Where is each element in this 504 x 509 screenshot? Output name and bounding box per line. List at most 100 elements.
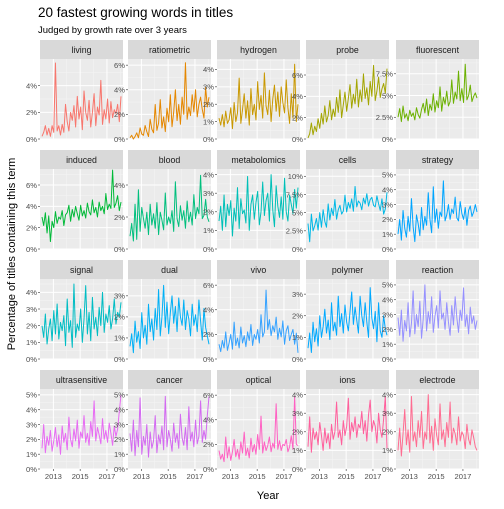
y-tick-label: 3% — [26, 420, 37, 429]
facet-panel — [128, 169, 211, 249]
y-tick-label: 6% — [203, 391, 214, 400]
series-line-vivo — [218, 289, 299, 353]
facet-strip — [40, 150, 123, 169]
facet-strip — [128, 150, 211, 169]
facet-strategy: strategy 0% 1% 2% 3% 4% 5% — [382, 150, 479, 254]
series-line-hydrogen — [218, 63, 299, 130]
y-tick-label: 4% — [292, 390, 303, 399]
series-line-probe — [307, 64, 388, 139]
y-tick-label: 5% — [26, 391, 37, 400]
y-tick-label: 0% — [26, 355, 37, 364]
x-tick-label: 2015 — [428, 472, 445, 481]
y-tick-label: 3% — [382, 200, 393, 209]
y-tick-label: 1% — [382, 340, 393, 349]
x-tick-label: 2013 — [311, 472, 328, 481]
facet-ultrasensitive: ultrasensitive 0% 1% 2% 3% 4% 5% 2013 2015 2017 — [26, 370, 123, 481]
y-tick-label: 2% — [114, 435, 125, 444]
y-tick-label: 0% — [203, 465, 214, 474]
facet-strip — [306, 150, 389, 169]
facet-panel — [396, 169, 479, 249]
x-tick-label: 2013 — [45, 472, 62, 481]
y-tick-label: 3% — [203, 189, 214, 198]
y-tick-label: 2% — [114, 213, 125, 222]
x-tick-label: 2017 — [364, 472, 381, 481]
series-line-metabolomics — [218, 174, 299, 237]
facet-strip-label: metabolomics — [231, 155, 286, 165]
facet-strip — [128, 40, 211, 59]
y-tick-label: 1% — [382, 230, 393, 239]
x-tick-label: 2013 — [401, 472, 418, 481]
y-tick-label: 4% — [382, 296, 393, 305]
x-tick-label: 2013 — [133, 472, 150, 481]
facet-strip — [217, 260, 300, 279]
facet-strip-label: electrode — [419, 375, 455, 385]
y-tick-label: 2% — [26, 223, 37, 232]
facet-strip-label: induced — [66, 155, 97, 165]
y-tick-label: 0% — [292, 245, 303, 254]
y-tick-label: 6% — [26, 181, 37, 190]
y-tick-label: 1% — [114, 334, 125, 343]
y-tick-label: 4% — [203, 306, 214, 315]
y-tick-label: 2% — [203, 100, 214, 109]
series-line-dual — [129, 284, 210, 354]
facet-ratiometric: ratiometric 0% 2% 4% 6% — [114, 40, 211, 144]
facet-strip-label: hydrogen — [240, 45, 277, 55]
facet-strip-label: signal — [70, 265, 93, 275]
facet-strip — [128, 260, 211, 279]
y-tick-label: 0% — [26, 465, 37, 474]
y-tick-label: 7.5% — [376, 70, 394, 79]
series-line-ultrasensitive — [41, 394, 122, 455]
facet-strip-label: ions — [339, 375, 356, 385]
facet-panel — [217, 279, 300, 359]
facet-strip-label: polymer — [332, 265, 363, 275]
x-tick-label: 2017 — [186, 472, 203, 481]
y-tick-label: 5% — [114, 391, 125, 400]
facet-blood: blood 0% 2% 4% — [114, 150, 211, 254]
y-tick-label: 2% — [382, 325, 393, 334]
facet-strip-label: probe — [336, 45, 359, 55]
y-tick-label: 0% — [292, 355, 303, 364]
series-line-optical — [218, 395, 299, 463]
y-tick-label: 0% — [382, 355, 393, 364]
y-tick-label: 0% — [203, 245, 214, 254]
y-tick-label: 2% — [203, 208, 214, 217]
facet-panel — [306, 279, 389, 359]
facet-panel — [128, 59, 211, 139]
facet-cells: cells 0% 2.5% 5% 7.5% 10% — [286, 150, 389, 254]
facet-strip-label: fluorescent — [416, 45, 460, 55]
facet-cancer: cancer 0% 1% 2% 3% 4% 5% 2013 2015 2017 — [114, 370, 211, 481]
facet-strip-label: dual — [161, 265, 178, 275]
facet-strip — [306, 40, 389, 59]
y-tick-label: 2% — [26, 435, 37, 444]
y-tick-label: 1% — [382, 446, 393, 455]
y-tick-label: 6% — [203, 281, 214, 290]
x-tick-label: 2015 — [160, 472, 177, 481]
y-tick-label: 4% — [114, 181, 125, 190]
y-tick-label: 1% — [114, 450, 125, 459]
y-axis-title: Percentage of titles containing this ter… — [6, 158, 18, 351]
y-tick-label: 2% — [203, 440, 214, 449]
y-tick-label: 4% — [292, 92, 303, 101]
y-tick-label: 3% — [114, 420, 125, 429]
y-tick-label: 4% — [114, 86, 125, 95]
facet-strip — [396, 260, 479, 279]
y-tick-label: 4% — [26, 81, 37, 90]
x-tick-label: 2017 — [275, 472, 292, 481]
facet-strip-label: ultrasensitive — [56, 375, 107, 385]
facet-strip-label: ratiometric — [149, 45, 191, 55]
y-tick-label: 0% — [382, 465, 393, 474]
y-tick-label: 4% — [203, 416, 214, 425]
y-tick-label: 2% — [382, 215, 393, 224]
y-tick-label: 2% — [292, 113, 303, 122]
series-line-electrode — [397, 394, 478, 457]
series-line-living — [41, 62, 122, 137]
y-tick-label: 1% — [26, 338, 37, 347]
series-line-signal — [41, 283, 122, 348]
facet-panel — [217, 389, 300, 469]
y-tick-label: 1% — [203, 226, 214, 235]
facet-living: living 0% 2% 4% — [26, 40, 123, 144]
x-tick-label: 2015 — [338, 472, 355, 481]
y-tick-label: 2% — [203, 330, 214, 339]
y-tick-label: 2% — [26, 108, 37, 117]
x-tick-label: 2015 — [249, 472, 266, 481]
